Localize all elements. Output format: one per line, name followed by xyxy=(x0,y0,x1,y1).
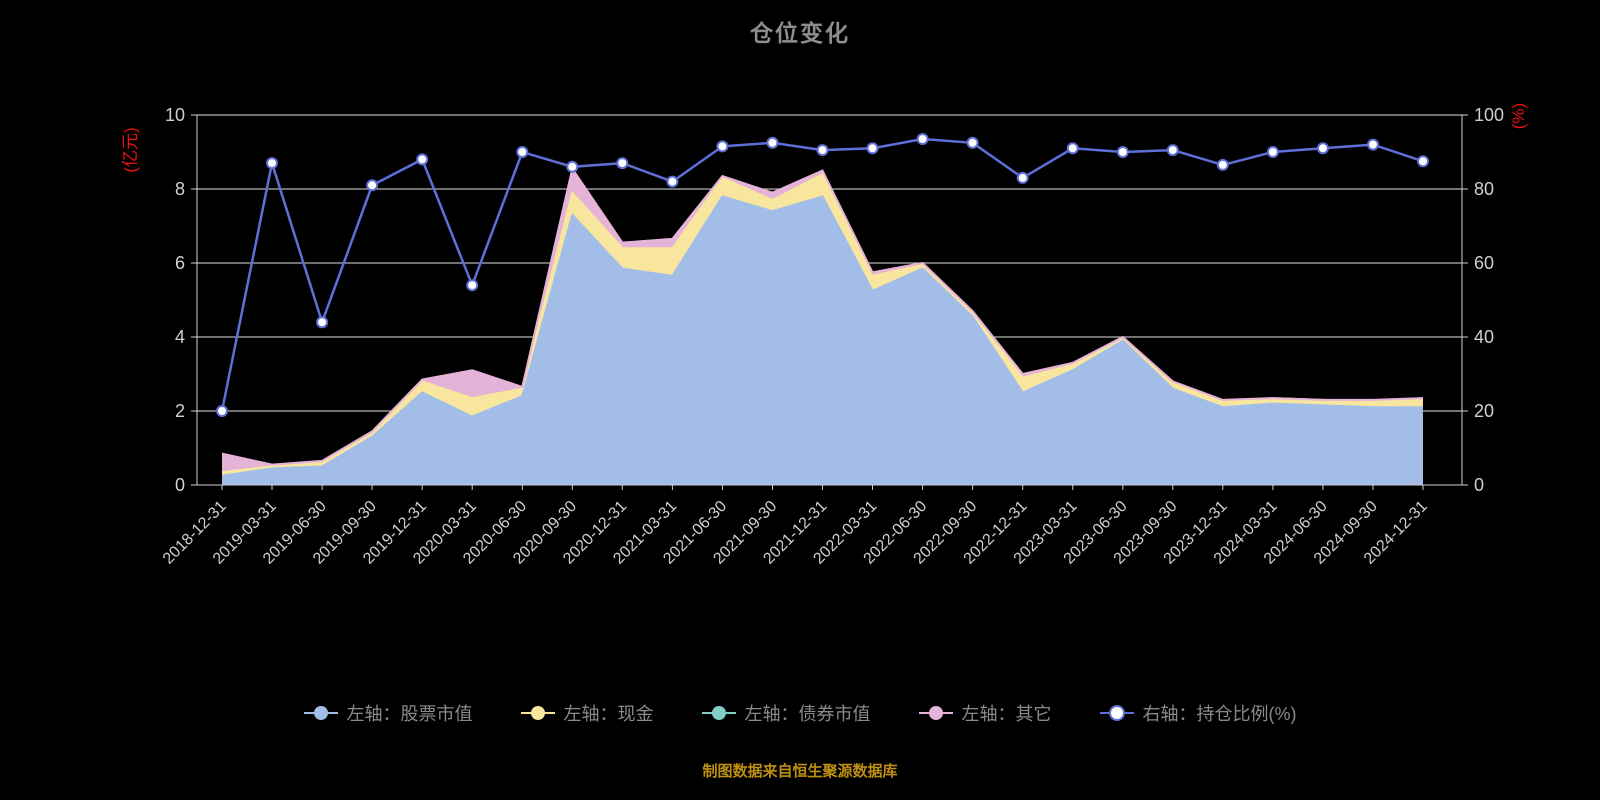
legend-item-label: 左轴：债券市值 xyxy=(744,704,871,724)
legend-item-4[interactable]: 左轴：其它 xyxy=(918,700,1052,726)
ratio-point-2023-03-31[interactable] xyxy=(1066,142,1079,155)
legend-marker-icon xyxy=(918,706,953,720)
ratio-point-2021-03-31[interactable] xyxy=(666,175,679,188)
ratio-point-2022-09-30[interactable] xyxy=(966,136,979,149)
ratio-point-2023-09-30[interactable] xyxy=(1166,144,1179,157)
left-tick-label: 8 xyxy=(175,179,185,199)
ratio-point-2023-12-31[interactable] xyxy=(1216,158,1229,171)
area-border-现金 xyxy=(221,172,1424,474)
legend-item-label: 左轴：其它 xyxy=(961,704,1052,724)
legend-item-3[interactable]: 左轴：债券市值 xyxy=(701,700,871,726)
right-tick-label: 0 xyxy=(1474,475,1484,495)
left-tick-label: 10 xyxy=(165,105,185,125)
ratio-point-2021-12-31[interactable] xyxy=(816,144,829,157)
right-tick-label: 20 xyxy=(1474,401,1494,421)
ratio-point-2019-12-31[interactable] xyxy=(416,153,429,166)
ratio-point-2021-09-30[interactable] xyxy=(766,136,779,149)
legend-item-label: 左轴：现金 xyxy=(563,704,654,724)
legend-item-2[interactable]: 左轴：现金 xyxy=(520,700,654,726)
ratio-point-2020-03-31[interactable] xyxy=(466,279,479,292)
ratio-point-2022-12-31[interactable] xyxy=(1016,171,1029,184)
right-tick-label: 80 xyxy=(1474,179,1494,199)
area-border-股票市值 xyxy=(221,195,1423,477)
chart-title: 仓位变化 xyxy=(750,20,850,46)
right-tick-label: 60 xyxy=(1474,253,1494,273)
left-tick-label: 2 xyxy=(175,401,185,421)
ratio-point-2024-12-31[interactable] xyxy=(1417,155,1429,168)
ratio-point-2021-06-30[interactable] xyxy=(716,140,729,153)
chart-legend: 左轴：股票市值 左轴：现金 左轴：债券市值 左轴：其它 右轴：持仓比例(%) xyxy=(0,700,1600,726)
ratio-point-2018-12-31[interactable] xyxy=(216,405,228,417)
data-source-note: 制图数据来自恒生聚源数据库 xyxy=(702,763,898,780)
legend-marker-icon xyxy=(520,706,555,720)
right-tick-label: 40 xyxy=(1474,327,1494,347)
ratio-point-2019-03-31[interactable] xyxy=(266,157,278,170)
ratio-point-2019-06-30[interactable] xyxy=(316,316,329,329)
left-tick-label: 4 xyxy=(175,327,185,347)
ratio-point-2022-06-30[interactable] xyxy=(916,133,929,145)
right-tick-label: 100 xyxy=(1474,105,1504,125)
ratio-point-2023-06-30[interactable] xyxy=(1116,146,1129,158)
left-tick-label: 6 xyxy=(175,253,185,273)
legend-item-1[interactable]: 左轴：股票市值 xyxy=(303,700,473,726)
ratio-point-2020-09-30[interactable] xyxy=(566,160,579,173)
ratio-point-2024-09-30[interactable] xyxy=(1367,138,1379,151)
legend-item-label: 右轴：持仓比例(%) xyxy=(1142,704,1297,724)
legend-item-5[interactable]: 右轴：持仓比例(%) xyxy=(1099,700,1297,726)
legend-item-label: 左轴：股票市值 xyxy=(346,704,473,724)
position-change-chart: 02468100204060801002018-12-312019-03-312… xyxy=(121,103,1528,568)
legend-marker-icon xyxy=(303,706,338,720)
area-border-其它 xyxy=(221,166,1424,466)
right-axis-unit: (%) xyxy=(1509,103,1528,129)
area-股票市值 xyxy=(222,196,1423,485)
ratio-point-2024-06-30[interactable] xyxy=(1316,142,1329,155)
ratio-point-2019-09-30[interactable] xyxy=(366,179,379,192)
ratio-point-2022-03-31[interactable] xyxy=(866,142,879,155)
ratio-point-2020-06-30[interactable] xyxy=(516,146,529,158)
legend-marker-icon xyxy=(701,706,736,720)
left-tick-label: 0 xyxy=(175,475,185,495)
ratio-point-2024-03-31[interactable] xyxy=(1266,146,1279,158)
left-axis-unit: (亿元) xyxy=(121,127,140,172)
legend-marker-icon xyxy=(1099,705,1134,721)
ratio-point-2020-12-31[interactable] xyxy=(616,157,629,170)
